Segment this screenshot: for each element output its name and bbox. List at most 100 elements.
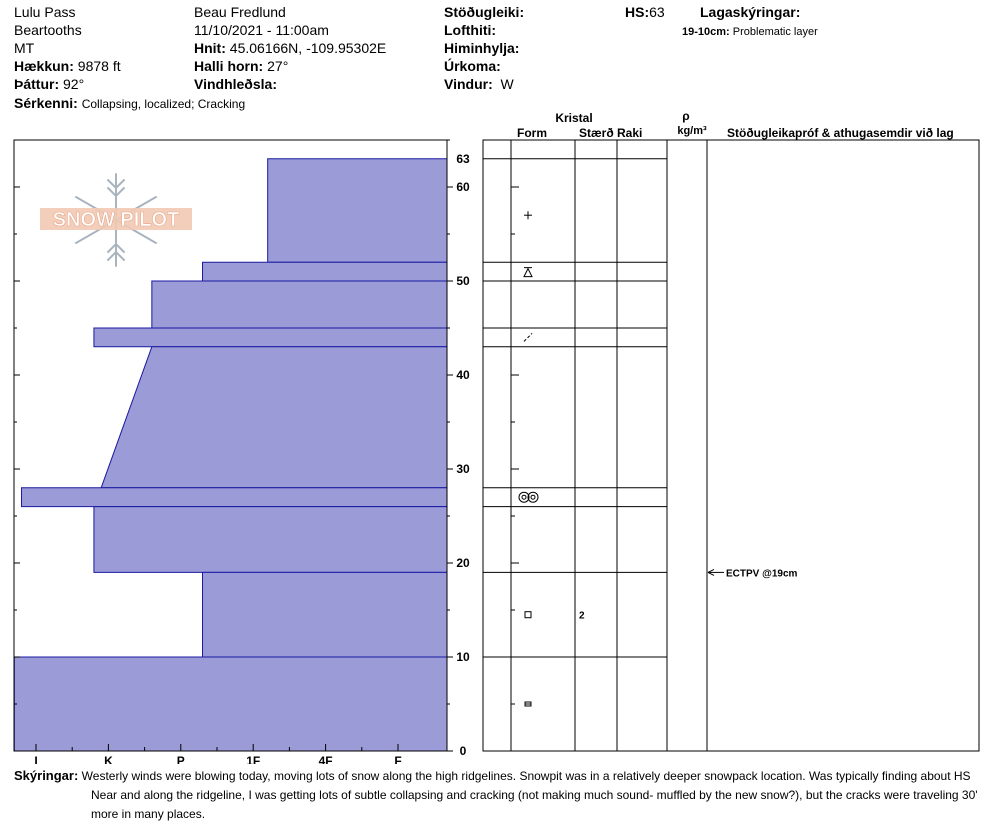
depth-tick-label: 0 bbox=[460, 744, 467, 758]
air-temp-row: Lofthiti: bbox=[444, 22, 496, 38]
coordinates-label: Hnit: bbox=[194, 40, 226, 56]
remarks-label: Skýringar: bbox=[14, 768, 79, 783]
wind-value: W bbox=[500, 76, 514, 92]
grain-sizes: 2 bbox=[579, 611, 585, 622]
melt-form-icon bbox=[518, 491, 530, 503]
precip-label: Úrkoma: bbox=[444, 58, 501, 74]
hardness-layers bbox=[13, 158, 448, 752]
logo-text: SNOW PILOT bbox=[53, 209, 180, 231]
hs-label: HS: bbox=[625, 4, 650, 20]
depth-tick-label: 40 bbox=[456, 368, 470, 382]
table-frame bbox=[482, 139, 980, 752]
hardness-plot-frame bbox=[13, 139, 448, 752]
hs-row: HS:63 bbox=[625, 4, 665, 20]
hardness-layer bbox=[100, 346, 448, 489]
features-label: Sérkenni: bbox=[14, 95, 78, 111]
depth-tick-label: 50 bbox=[456, 274, 470, 288]
hardness-axis: I K P 1F 4F F bbox=[34, 744, 402, 764]
wind-loading-row: Vindhleðsla: bbox=[194, 76, 277, 92]
crystal-table bbox=[482, 139, 980, 752]
hardness-layer bbox=[202, 571, 448, 658]
coordinates-value: 45.06166N, -109.95302E bbox=[229, 40, 387, 56]
hardness-tick-label: F bbox=[394, 754, 401, 764]
depth-tick-label: 60 bbox=[456, 180, 470, 194]
hardness-tick-label: P bbox=[177, 754, 185, 764]
elevation-row: Hækkun: 9878 ft bbox=[14, 58, 121, 74]
density-unit-header: kg/m³ bbox=[677, 125, 707, 137]
hardness-layer bbox=[21, 487, 448, 508]
slope-label: Halli horn: bbox=[194, 58, 264, 74]
snowflake-icon: SNOW PILOT bbox=[40, 173, 192, 267]
stability-tests: ECTPV @19cm bbox=[707, 568, 798, 579]
depth-tick-label: 30 bbox=[456, 462, 470, 476]
aspect-row: Þáttur: 92° bbox=[14, 76, 84, 92]
air-temp-label: Lofthiti: bbox=[444, 22, 497, 38]
remarks-line-1: Skýringar: Westerly winds were blowing t… bbox=[14, 766, 992, 786]
tests-header: Stöðugleikapróf & athugasemdir við lag bbox=[727, 126, 954, 140]
state: MT bbox=[14, 40, 35, 56]
hardness-tick-label: 4F bbox=[319, 754, 333, 764]
melt-form-icon bbox=[527, 491, 539, 503]
wind-loading-label: Vindhleðsla: bbox=[194, 76, 277, 92]
hardness-layer bbox=[267, 158, 448, 263]
depth-axis: 0 10 20 30 40 50 60 63 bbox=[14, 139, 519, 758]
aspect-value: 92° bbox=[63, 76, 85, 92]
slope-row: Halli horn: 27° bbox=[194, 58, 288, 74]
test-arrowhead bbox=[707, 568, 715, 576]
surface-hoar-icon bbox=[523, 267, 533, 278]
mountain-range: Beartooths bbox=[14, 22, 82, 38]
hardness-layer bbox=[93, 506, 448, 573]
faceted-crystal-icon bbox=[524, 611, 532, 619]
hardness-layer bbox=[93, 327, 448, 348]
slope-value: 27° bbox=[267, 58, 289, 74]
melt-form-icon bbox=[521, 494, 527, 500]
grain-size-label: 2 bbox=[579, 611, 585, 622]
aspect-label: Þáttur: bbox=[14, 76, 60, 92]
remarks-line-2: Near and along the ridgeline, I was gett… bbox=[91, 788, 978, 802]
wind-row: Vindur: W bbox=[444, 76, 514, 92]
observation-datetime: 11/10/2021 - 11:00am bbox=[194, 22, 329, 38]
depth-tick-label: 20 bbox=[456, 556, 470, 570]
layer-notes-label: Lagaskýringar: bbox=[700, 4, 801, 20]
layer-note: 19-10cm: Problematic layer bbox=[682, 24, 818, 40]
hardness-layer bbox=[202, 261, 448, 282]
stability-row: Stöðugleiki: bbox=[444, 4, 524, 20]
sky-row: Himinhylja: bbox=[444, 40, 519, 56]
layer-note-depth: 19-10cm: bbox=[682, 26, 730, 38]
kristal-header: Kristal bbox=[555, 111, 592, 125]
hardness-tick-label: 1F bbox=[246, 754, 260, 764]
remarks-line-3: more in many places. bbox=[91, 807, 206, 821]
hs-value: 63 bbox=[649, 4, 665, 20]
form-header: Form bbox=[517, 126, 547, 140]
moisture-header: Raki bbox=[617, 126, 642, 140]
remarks: Skýringar: Westerly winds were blowing t… bbox=[14, 766, 992, 824]
depth-tick-label: 63 bbox=[456, 152, 470, 166]
snowpilot-logo: SNOW PILOT bbox=[36, 170, 196, 275]
coordinates-row: Hnit: 45.06166N, -109.95302E bbox=[194, 40, 386, 56]
precip-row: Úrkoma: bbox=[444, 58, 501, 74]
grain-forms bbox=[518, 211, 539, 707]
test-label: ECTPV @19cm bbox=[726, 568, 798, 579]
observer-name: Beau Fredlund bbox=[194, 4, 286, 20]
location-name: Lulu Pass bbox=[14, 4, 76, 20]
size-header: Stærð bbox=[579, 126, 614, 140]
elevation-value: 9878 ft bbox=[77, 58, 121, 74]
sky-label: Himinhylja: bbox=[444, 40, 520, 56]
layer-lines bbox=[483, 158, 667, 658]
decomposing-fragments-icon bbox=[523, 333, 533, 342]
hardness-tick-label: K bbox=[104, 754, 113, 764]
stability-label: Stöðugleiki: bbox=[444, 4, 525, 20]
hardness-tick-label: I bbox=[34, 754, 37, 764]
melt-form-icon bbox=[530, 494, 536, 500]
depth-tick-label: 10 bbox=[456, 650, 470, 664]
remarks-text-1: Westerly winds were blowing today, movin… bbox=[81, 769, 971, 783]
wind-label: Vindur: bbox=[444, 76, 493, 92]
hardness-layer bbox=[151, 280, 448, 329]
snow-profile-chart: I K P 1F 4F F 0 10 20 30 40 50 60 63 2 ECTPV @19cm K… bbox=[13, 109, 980, 764]
elevation-label: Hækkun: bbox=[14, 58, 74, 74]
hardness-layer bbox=[13, 656, 448, 752]
features-value: Collapsing, localized; Cracking bbox=[81, 97, 246, 111]
features-row: Sérkenni: Collapsing, localized; Crackin… bbox=[14, 95, 245, 112]
layer-note-text: Problematic layer bbox=[732, 26, 818, 38]
rho-header: ρ bbox=[682, 109, 689, 123]
